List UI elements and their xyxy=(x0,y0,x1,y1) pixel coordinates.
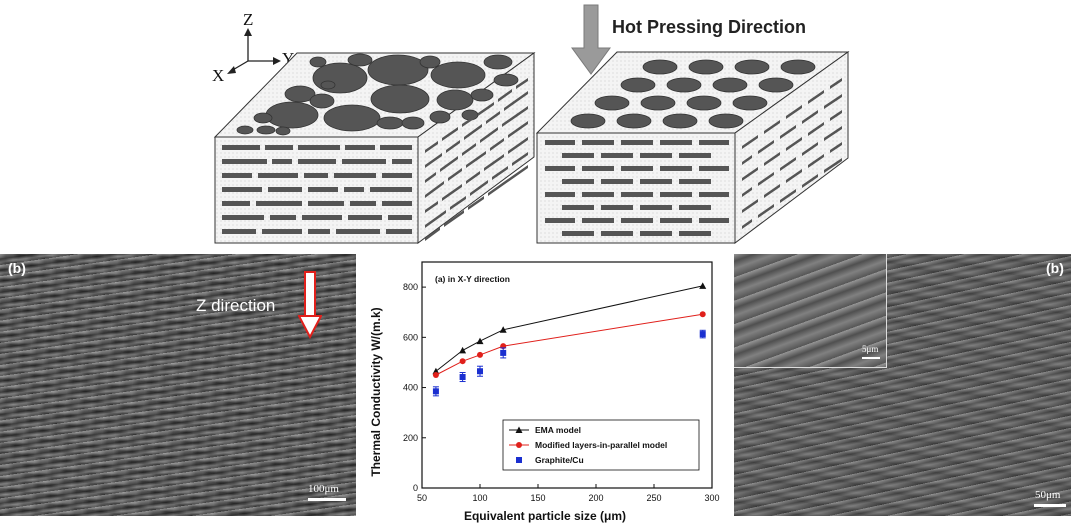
data-point xyxy=(476,337,484,345)
left-front-platelets xyxy=(222,145,412,234)
data-point xyxy=(477,368,483,375)
scale-bar-left xyxy=(308,498,346,501)
series-line xyxy=(435,285,703,372)
data-point xyxy=(459,374,466,381)
right-side-platelets xyxy=(742,78,842,229)
x-tick-label: 250 xyxy=(646,493,661,503)
hot-pressing-label: Hot Pressing Direction xyxy=(612,17,806,37)
inset-scale-bar-label: 5μm xyxy=(862,344,879,354)
legend-label: Graphite/Cu xyxy=(535,455,584,465)
data-point xyxy=(699,331,706,338)
legend-marker xyxy=(516,457,522,463)
legend-marker xyxy=(516,442,522,448)
series-1 xyxy=(432,311,706,378)
left-side-platelets xyxy=(425,78,528,241)
optical-micrograph: (b) Z direction 100μm xyxy=(0,254,356,516)
left-top-particles xyxy=(236,53,519,136)
sem-micrograph: 5μm (b) 50μm xyxy=(734,254,1071,516)
block-after-pressing xyxy=(535,51,850,245)
scale-bar-left-label: 100μm xyxy=(308,483,339,495)
composite-schematic: Z Y X Hot Pressing Direction xyxy=(212,4,850,245)
inset-scale-bar xyxy=(862,357,880,359)
y-axis-label: Thermal Conductivity W/(m.k) xyxy=(369,307,383,476)
legend-label: EMA model xyxy=(535,425,581,435)
x-tick-label: 200 xyxy=(588,493,603,503)
sem-inset: 5μm xyxy=(734,254,887,368)
data-point xyxy=(477,351,483,358)
data-point xyxy=(432,388,439,395)
legend-box xyxy=(502,419,700,471)
data-point xyxy=(459,358,466,365)
right-top-particles xyxy=(570,59,816,129)
y-tick-label: 200 xyxy=(403,433,418,443)
x-tick-label: 50 xyxy=(417,493,427,503)
panel-label-left: (b) xyxy=(8,260,26,276)
x-tick-label: 100 xyxy=(472,493,487,503)
data-point xyxy=(699,282,707,289)
data-point xyxy=(500,349,507,356)
axis-z-label: Z xyxy=(243,10,253,29)
series-line xyxy=(435,313,703,376)
x-tick-label: 150 xyxy=(530,493,545,503)
legend-marker xyxy=(515,426,523,433)
axis-x-label: X xyxy=(212,66,224,85)
axes-indicator xyxy=(227,28,281,74)
panel-label-right: (b) xyxy=(1046,260,1064,276)
chart-title: (a) in X-Y direction xyxy=(435,274,510,284)
series-2 xyxy=(432,329,706,397)
y-tick-label: 800 xyxy=(403,282,418,292)
legend-label: Modified layers-in-parallel model xyxy=(535,440,667,450)
right-front-platelets xyxy=(545,140,729,236)
y-tick-label: 0 xyxy=(413,483,418,493)
thermal-conductivity-chart: Thermal Conductivity W/(m.k) Equivalent … xyxy=(369,261,720,523)
data-point xyxy=(459,346,467,354)
hot-pressing-arrow xyxy=(571,4,611,75)
x-axis-label: Equivalent particle size (μm) xyxy=(464,509,626,523)
data-point xyxy=(432,372,439,378)
y-tick-label: 400 xyxy=(403,383,418,393)
data-point xyxy=(699,311,706,318)
scale-bar-right xyxy=(1034,504,1066,507)
data-point xyxy=(499,326,507,333)
series-0 xyxy=(432,282,707,375)
z-direction-arrow xyxy=(298,271,322,340)
plot-frame xyxy=(421,261,713,489)
scale-bar-right-label: 50μm xyxy=(1035,489,1061,501)
y-tick-label: 600 xyxy=(403,332,418,342)
x-tick-label: 300 xyxy=(704,493,719,503)
z-direction-annotation: Z direction xyxy=(196,296,276,315)
